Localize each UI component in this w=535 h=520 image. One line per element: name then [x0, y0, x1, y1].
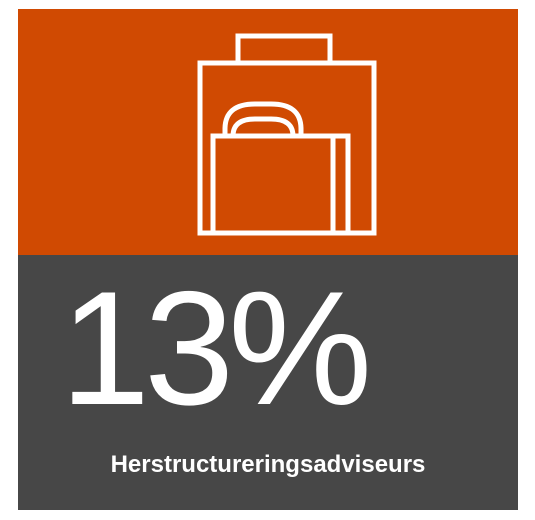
stat-label: Herstructureringsadviseurs — [110, 451, 426, 478]
briefcase-icon — [197, 33, 377, 236]
stat-value: 13% — [60, 258, 372, 439]
stat-panel: 13% Herstructureringsadviseurs — [18, 255, 518, 510]
stat-card: 13% Herstructureringsadviseurs — [18, 9, 518, 510]
icon-panel — [18, 9, 518, 255]
